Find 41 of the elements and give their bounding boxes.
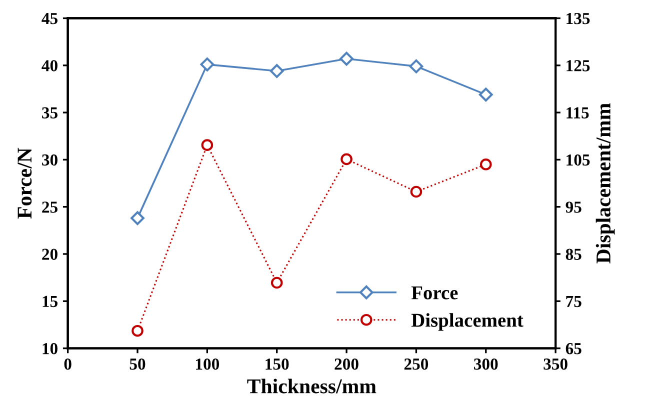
x-tick-label: 200 (334, 358, 358, 370)
y-tick-label: 10 (42, 343, 58, 354)
point (480, 158, 492, 170)
y2-tick-label: 85 (566, 248, 582, 260)
y-tick-label: 35 (42, 107, 58, 118)
y2-tick-label: 75 (566, 296, 582, 308)
point (270, 64, 284, 78)
point (270, 276, 283, 289)
y-tick-label: 25 (42, 202, 58, 213)
y2-tick-label: 115 (566, 107, 589, 118)
x-tick-label: 250 (404, 358, 428, 370)
point (130, 211, 144, 226)
y2-tick-label: 135 (566, 12, 590, 24)
point (410, 186, 422, 198)
point (201, 139, 214, 151)
x-tick-label: 300 (474, 358, 498, 370)
x-tick-label: 100 (196, 358, 220, 370)
y-tick-label: 20 (42, 248, 58, 260)
point (478, 88, 493, 102)
point (132, 324, 144, 337)
x-tick-label: 150 (266, 358, 289, 370)
x-tick-label: 350 (544, 358, 568, 370)
y-tick-label: 30 (42, 154, 58, 166)
x-tick-label: 50 (130, 358, 146, 370)
x-tick-label: 0 (64, 358, 72, 370)
y2-tick-label: 105 (566, 154, 590, 166)
x-axis-title: Thickness/mm (247, 378, 376, 394)
point (409, 59, 424, 74)
y2-axis-title: Displacement/mm (596, 103, 615, 264)
y2-tick-label: 65 (566, 343, 582, 354)
point (200, 58, 214, 72)
legend-label: Displacement (411, 313, 524, 331)
y-axis-title: Force/N (18, 148, 32, 219)
y2-tick-label: 125 (566, 60, 590, 72)
y-tick-label: 40 (42, 60, 58, 72)
point (340, 52, 354, 66)
y2-tick-label: 95 (566, 202, 582, 213)
y-tick-label: 45 (42, 13, 58, 24)
point (340, 153, 352, 166)
y-tick-label: 15 (42, 296, 58, 308)
legend-label: Force (411, 286, 458, 300)
